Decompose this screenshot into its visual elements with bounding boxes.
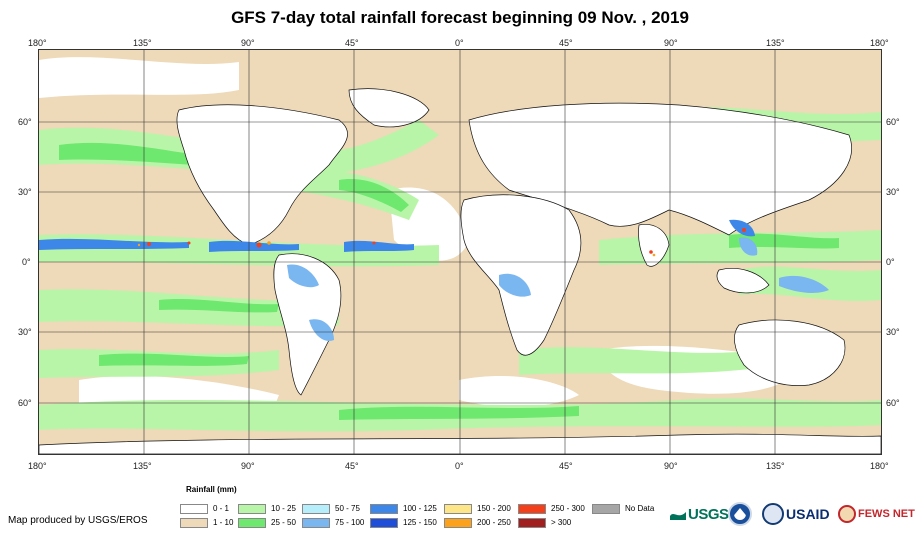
legend-label: 100 - 125 [403, 504, 437, 513]
lon-label-bottom: 135° [133, 461, 152, 471]
usaid-logo: USAID [786, 500, 830, 528]
rain-bands-moderate [59, 142, 839, 420]
lon-label-top: 135° [766, 38, 785, 48]
fews-net-logo: FEWS NET [838, 500, 915, 528]
legend-label: 250 - 300 [551, 504, 585, 513]
legend-item: 10 - 25 [238, 503, 296, 514]
legend-label: No Data [625, 504, 655, 513]
fews-globe-icon [838, 505, 856, 523]
legend-swatch [518, 503, 546, 514]
noaa-logo-icon [728, 502, 752, 526]
legend-label: 10 - 25 [271, 504, 296, 513]
legend-swatch [302, 503, 330, 514]
legend-label: 125 - 150 [403, 518, 437, 527]
orange-rain-spots [137, 241, 656, 257]
legend-label: 50 - 75 [335, 504, 360, 513]
legend-label: 200 - 250 [477, 518, 511, 527]
lon-label-bottom: 135° [766, 461, 785, 471]
map-title: GFS 7-day total rainfall forecast beginn… [231, 8, 689, 27]
lon-label-bottom: 90° [664, 461, 678, 471]
lat-label-left: 60° [18, 398, 32, 408]
legend-item: 1 - 10 [180, 517, 233, 528]
legend-swatch [518, 517, 546, 528]
legend-label: > 300 [551, 518, 572, 527]
usaid-seal-icon [762, 503, 784, 525]
legend-swatch [180, 503, 208, 514]
legend-item: No Data [592, 503, 654, 514]
legend-item: 0 - 1 [180, 503, 229, 514]
lat-label-right: 30° [886, 327, 900, 337]
graticule [39, 50, 881, 454]
lat-label-left: 0° [22, 257, 31, 267]
lon-label-top: 0° [455, 38, 464, 48]
fews-net-wordmark: FEWS NET [858, 508, 915, 520]
lon-label-top: 135° [133, 38, 152, 48]
legend-label: 150 - 200 [477, 504, 511, 513]
lon-label-bottom: 0° [455, 461, 464, 471]
legend-item: 100 - 125 [370, 503, 437, 514]
usaid-wordmark: USAID [786, 506, 830, 522]
lon-label-top: 90° [241, 38, 255, 48]
legend-swatch [238, 517, 266, 528]
usgs-wave-icon [670, 512, 686, 520]
lon-label-bottom: 180° [28, 461, 47, 471]
legend-swatch [180, 517, 208, 528]
lon-label-top: 180° [870, 38, 889, 48]
legend-item: 75 - 100 [302, 517, 364, 528]
lon-label-bottom: 45° [559, 461, 573, 471]
lat-label-right: 60° [886, 117, 900, 127]
heavy-rain-areas [287, 237, 829, 341]
legend-label: 25 - 50 [271, 518, 296, 527]
lon-label-top: 180° [28, 38, 47, 48]
legend-label: 1 - 10 [213, 518, 234, 527]
lon-label-top: 90° [664, 38, 678, 48]
legend-label: 75 - 100 [335, 518, 365, 527]
lon-label-bottom: 180° [870, 461, 889, 471]
legend-swatch [444, 517, 472, 528]
lon-label-top: 45° [345, 38, 359, 48]
lon-label-top: 45° [559, 38, 573, 48]
lon-label-bottom: 45° [345, 461, 359, 471]
lon-label-bottom: 90° [241, 461, 255, 471]
continents [39, 88, 881, 454]
legend-item: 50 - 75 [302, 503, 360, 514]
usgs-wordmark: USGS [688, 505, 729, 523]
legend-swatch [444, 503, 472, 514]
legend-swatch [238, 503, 266, 514]
legend-item: > 300 [518, 517, 571, 528]
legend-swatch [592, 503, 620, 514]
lat-label-right: 30° [886, 187, 900, 197]
legend-item: 125 - 150 [370, 517, 437, 528]
legend-item: 150 - 200 [444, 503, 511, 514]
lat-label-left: 30° [18, 327, 32, 337]
legend-swatch [302, 517, 330, 528]
legend-item: 200 - 250 [444, 517, 511, 528]
legend-title: Rainfall (mm) [186, 485, 237, 494]
extreme-rain-spots [147, 228, 746, 254]
rainfall-map [38, 49, 882, 455]
legend-item: 25 - 50 [238, 517, 296, 528]
legend-label: 0 - 1 [213, 504, 230, 513]
map-credit: Map produced by USGS/EROS [8, 515, 148, 526]
very-heavy-rain-areas [39, 219, 755, 252]
usgs-logo: USGS [670, 500, 729, 528]
rainfall-map-svg [39, 50, 881, 454]
lat-label-left: 60° [18, 117, 32, 127]
legend-swatch [370, 517, 398, 528]
legend-swatch [370, 503, 398, 514]
lat-label-right: 0° [886, 257, 895, 267]
lat-label-left: 30° [18, 187, 32, 197]
lat-label-right: 60° [886, 398, 900, 408]
legend-item: 250 - 300 [518, 503, 585, 514]
